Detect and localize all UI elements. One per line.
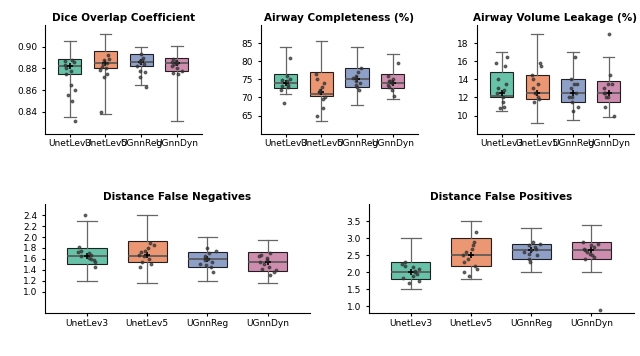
PathPatch shape [127, 241, 167, 262]
Title: Airway Volume Leakage (%): Airway Volume Leakage (%) [473, 13, 637, 23]
PathPatch shape [525, 75, 549, 99]
PathPatch shape [94, 51, 117, 68]
PathPatch shape [310, 72, 333, 96]
Title: Distance False Negatives: Distance False Negatives [103, 192, 252, 202]
PathPatch shape [67, 248, 106, 264]
PathPatch shape [391, 262, 430, 279]
PathPatch shape [511, 244, 551, 259]
PathPatch shape [129, 54, 153, 66]
PathPatch shape [165, 58, 188, 70]
Title: Dice Overlap Coefficient: Dice Overlap Coefficient [52, 13, 195, 23]
PathPatch shape [597, 81, 620, 102]
PathPatch shape [561, 79, 584, 102]
PathPatch shape [490, 72, 513, 98]
PathPatch shape [188, 252, 227, 267]
PathPatch shape [381, 74, 404, 88]
Title: Distance False Positives: Distance False Positives [430, 192, 572, 202]
Title: Airway Completeness (%): Airway Completeness (%) [264, 13, 414, 23]
PathPatch shape [58, 59, 81, 74]
PathPatch shape [248, 252, 287, 271]
PathPatch shape [346, 68, 369, 87]
PathPatch shape [451, 239, 491, 266]
PathPatch shape [274, 74, 297, 88]
PathPatch shape [572, 242, 611, 259]
